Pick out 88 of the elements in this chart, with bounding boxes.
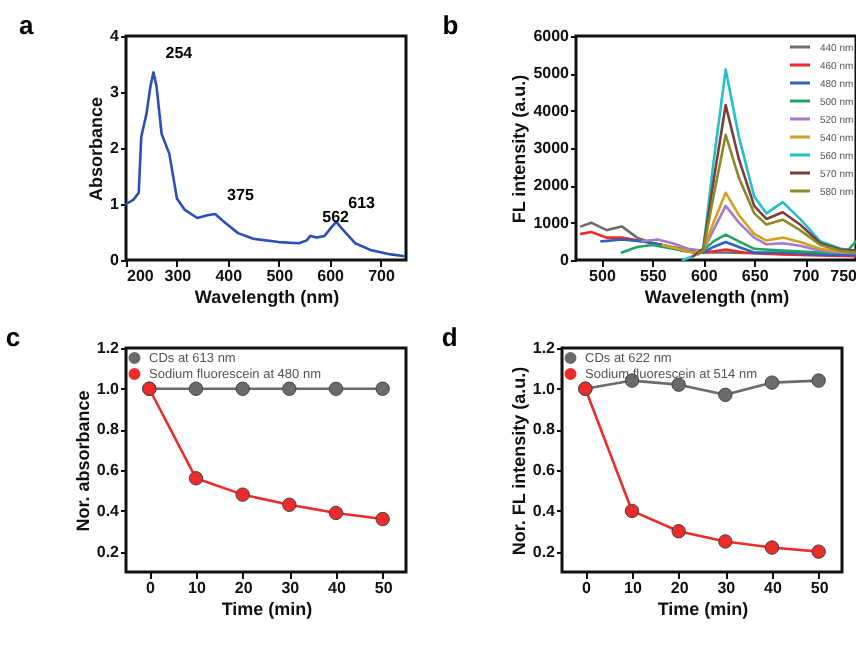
y-tick-label: 6000 [533, 27, 571, 45]
y-tick-label: 2000 [533, 176, 571, 195]
point [718, 387, 733, 403]
x-axis-title: Time (min) [221, 599, 313, 619]
x-tick-label: 400 [215, 267, 244, 285]
x-tick-label: 500 [589, 267, 617, 285]
x-tick-label: 600 [690, 267, 719, 285]
y-tick-label: 0 [110, 251, 121, 269]
x-tick-label: 300 [164, 267, 193, 285]
y-tick-label: 1.2 [532, 339, 557, 357]
y-tick-label: 1 [110, 195, 121, 213]
annotation: 375 [227, 186, 255, 205]
line-series [696, 133, 856, 256]
y-tick-label: 0.6 [96, 461, 121, 480]
point [811, 373, 826, 388]
y-tick-label: 1.0 [96, 379, 121, 398]
chart-title: d [441, 322, 458, 352]
x-axis-title: Wavelength (nm) [194, 287, 340, 307]
y-tick-label: 0.8 [96, 420, 121, 439]
line-series [620, 233, 856, 254]
x-axis-title: Wavelength (nm) [644, 287, 790, 307]
point [235, 487, 250, 502]
x-tick-label: 30 [717, 579, 737, 597]
x-axis-title: Time (min) [657, 599, 749, 619]
chart-title: a [19, 10, 36, 40]
chart-title: b [442, 10, 459, 40]
x-tick-label: 40 [328, 579, 347, 597]
point [764, 375, 780, 390]
point [282, 497, 297, 512]
point [624, 503, 640, 519]
x-tick-label: 50 [374, 579, 394, 597]
y-axis-title: FL intensity (a.u.) [509, 74, 530, 224]
x-tick-label: 50 [810, 579, 830, 597]
point [328, 505, 344, 521]
point [764, 540, 780, 555]
y-tick-label: 0.4 [96, 501, 121, 520]
x-tick-label: 500 [266, 267, 295, 285]
y-tick-label: 0.4 [532, 501, 557, 520]
y-tick-label: 1.0 [532, 379, 557, 398]
x-tick-label: 0 [145, 579, 156, 597]
point [235, 381, 250, 396]
x-tick-label: 0 [581, 579, 592, 597]
point [282, 381, 297, 396]
y-tick-label: 0.2 [532, 542, 557, 561]
x-tick-label: 20 [670, 579, 690, 597]
point [328, 381, 344, 396]
line-series [124, 71, 405, 258]
point [671, 524, 686, 539]
line-series [640, 204, 856, 255]
point [188, 381, 204, 396]
y-tick-label: 0 [560, 251, 571, 269]
y-axis-title: Nor. FL intensity (a.u.) [508, 366, 529, 556]
annotation: 254 [165, 44, 194, 63]
y-tick-label: 3000 [533, 139, 571, 157]
y-axis-title: Nor. absorbance [72, 390, 93, 532]
x-tick-label: 10 [624, 579, 643, 597]
line-series [661, 191, 856, 254]
line-series [691, 103, 856, 258]
y-tick-label: 2 [110, 139, 121, 157]
x-tick-label: 550 [640, 267, 668, 285]
y-tick-label: 3 [110, 83, 121, 101]
x-tick-label: 20 [234, 579, 254, 597]
annotation: 562 [322, 207, 351, 226]
point [718, 534, 733, 549]
point [375, 381, 390, 396]
y-tick-label: 5000 [533, 64, 571, 83]
y-tick-label: 0.2 [96, 542, 121, 561]
point [811, 544, 826, 559]
x-tick-label: 40 [764, 579, 783, 597]
y-tick-label: 1.2 [96, 339, 121, 357]
x-tick-label: 750 [830, 267, 856, 285]
x-tick-label: 700 [792, 267, 821, 285]
x-tick-label: 600 [317, 267, 346, 285]
x-tick-label: 10 [188, 579, 207, 597]
y-tick-label: 4000 [533, 101, 571, 120]
y-tick-label: 4 [110, 27, 121, 45]
point [375, 511, 390, 527]
chart-title: c [5, 322, 21, 352]
x-tick-label: 30 [281, 579, 301, 597]
x-tick-label: 200 [127, 267, 155, 285]
y-tick-label: 1000 [533, 213, 571, 232]
point [188, 471, 204, 486]
annotation: 613 [348, 193, 377, 212]
x-tick-label: 700 [368, 267, 396, 285]
x-tick-label: 650 [741, 267, 770, 285]
y-tick-label: 0.6 [532, 461, 557, 480]
y-tick-label: 0.8 [532, 420, 557, 439]
y-axis-title: Absorbance [86, 96, 107, 202]
